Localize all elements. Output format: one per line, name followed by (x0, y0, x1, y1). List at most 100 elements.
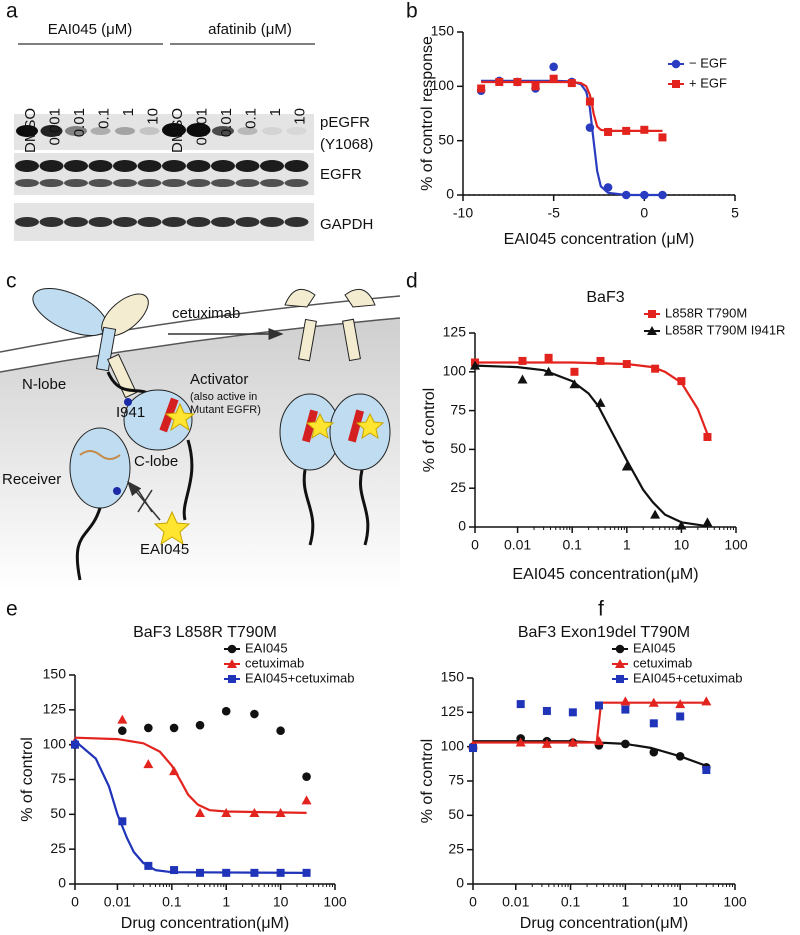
data-point (71, 740, 79, 749)
fit-curve (74, 736, 307, 814)
data-point (604, 127, 613, 136)
band (15, 179, 39, 187)
band (113, 179, 137, 187)
data-point (585, 123, 595, 132)
data-point (195, 720, 205, 730)
band-rows (15, 160, 309, 227)
band (16, 125, 38, 137)
mechanism-diagram: c cetuximab N-lobe Activator (also activ… (0, 270, 401, 590)
tail (302, 469, 315, 546)
y-tick-label: 100 (441, 737, 465, 753)
y-tick-label: 50 (438, 131, 454, 147)
x-tick-label: 0 (469, 894, 477, 910)
data-point (649, 719, 658, 728)
activator-note: (also active in (190, 391, 257, 403)
legend-marker (227, 644, 237, 654)
x-tick-label: 0 (71, 894, 79, 910)
band (260, 217, 284, 227)
band (39, 160, 64, 172)
data-point (517, 374, 528, 384)
x-tick-label: 0.1 (562, 537, 582, 553)
data-point (118, 817, 127, 826)
band (39, 217, 64, 227)
band (113, 160, 137, 172)
data-point (250, 868, 259, 877)
band (137, 217, 162, 227)
y-tick-label: 100 (443, 363, 467, 379)
data-point (531, 82, 540, 91)
data-point (585, 97, 594, 106)
data-point (221, 706, 231, 716)
data-point (658, 190, 667, 200)
data-point (276, 726, 285, 736)
fit-curve (481, 80, 663, 132)
blot-strip (14, 153, 314, 195)
site (124, 398, 132, 406)
band (162, 217, 186, 227)
lane-label: 1 (120, 108, 137, 116)
activator-note: Mutant EGFR) (190, 404, 261, 416)
star (153, 510, 191, 546)
band (64, 217, 88, 227)
x-tick-label: 100 (323, 894, 347, 910)
data-point (144, 861, 153, 870)
band (235, 179, 260, 187)
block-mark (137, 489, 153, 513)
y-tick-label: 0 (58, 875, 66, 891)
data-point (195, 807, 206, 817)
lane-label: 10 (291, 108, 308, 125)
data-point (701, 696, 712, 706)
y-tick-label: 50 (50, 805, 66, 821)
y-tick-label: 125 (43, 701, 67, 717)
membrane (0, 295, 401, 353)
y-tick-label: 25 (450, 479, 466, 495)
legend-marker (647, 326, 657, 335)
chart: e BaF3 L858R T790M 0 25 50 75 100 125 150 0 0.01 0.… (6, 598, 354, 933)
band (235, 160, 260, 172)
data-point (469, 744, 477, 753)
data-point (143, 759, 154, 769)
data-point (169, 766, 180, 776)
x-tick-label: 0.01 (504, 537, 531, 553)
data-point (595, 397, 606, 407)
band (262, 127, 282, 135)
legend-label: EAI045+cetuximab (245, 670, 354, 685)
band (186, 217, 211, 227)
x-tick-label: 0.1 (162, 894, 182, 910)
data-point (543, 366, 554, 376)
transmembrane-helix (107, 353, 137, 399)
data-point (649, 747, 659, 757)
transmembrane-helix (95, 326, 117, 372)
chart-title: BaF3 L858R T790M (133, 624, 277, 641)
band (186, 123, 211, 137)
data-point (568, 708, 577, 717)
band (162, 123, 186, 137)
band (211, 217, 235, 227)
data-point (515, 737, 526, 747)
band (284, 179, 309, 187)
data-point (648, 697, 659, 707)
data-point (170, 866, 179, 875)
legend-label: EAI045 (633, 640, 676, 655)
site (113, 487, 121, 495)
fit-curve (74, 738, 307, 875)
data-point (676, 712, 685, 721)
fit-curve (481, 79, 663, 197)
data-point (302, 868, 311, 877)
transmembrane-helix (298, 318, 317, 362)
x-tick-label: -10 (453, 205, 473, 221)
data-point (676, 520, 687, 530)
data-point (622, 126, 631, 135)
band (88, 179, 113, 187)
x-axis-label: EAI045 concentration(μM) (512, 566, 698, 583)
legend-label: L858R T790M (665, 305, 747, 320)
band (90, 127, 111, 135)
data-point (677, 377, 686, 386)
lane-label: DMSO (22, 108, 39, 153)
data-point (567, 79, 576, 88)
chart: b 0 50 100 150 -10 -5 0 5 EAI045 concentration (μ… (406, 0, 739, 248)
band (212, 126, 234, 136)
star (355, 412, 385, 440)
c-lobe-label: C-lobe (134, 453, 178, 470)
